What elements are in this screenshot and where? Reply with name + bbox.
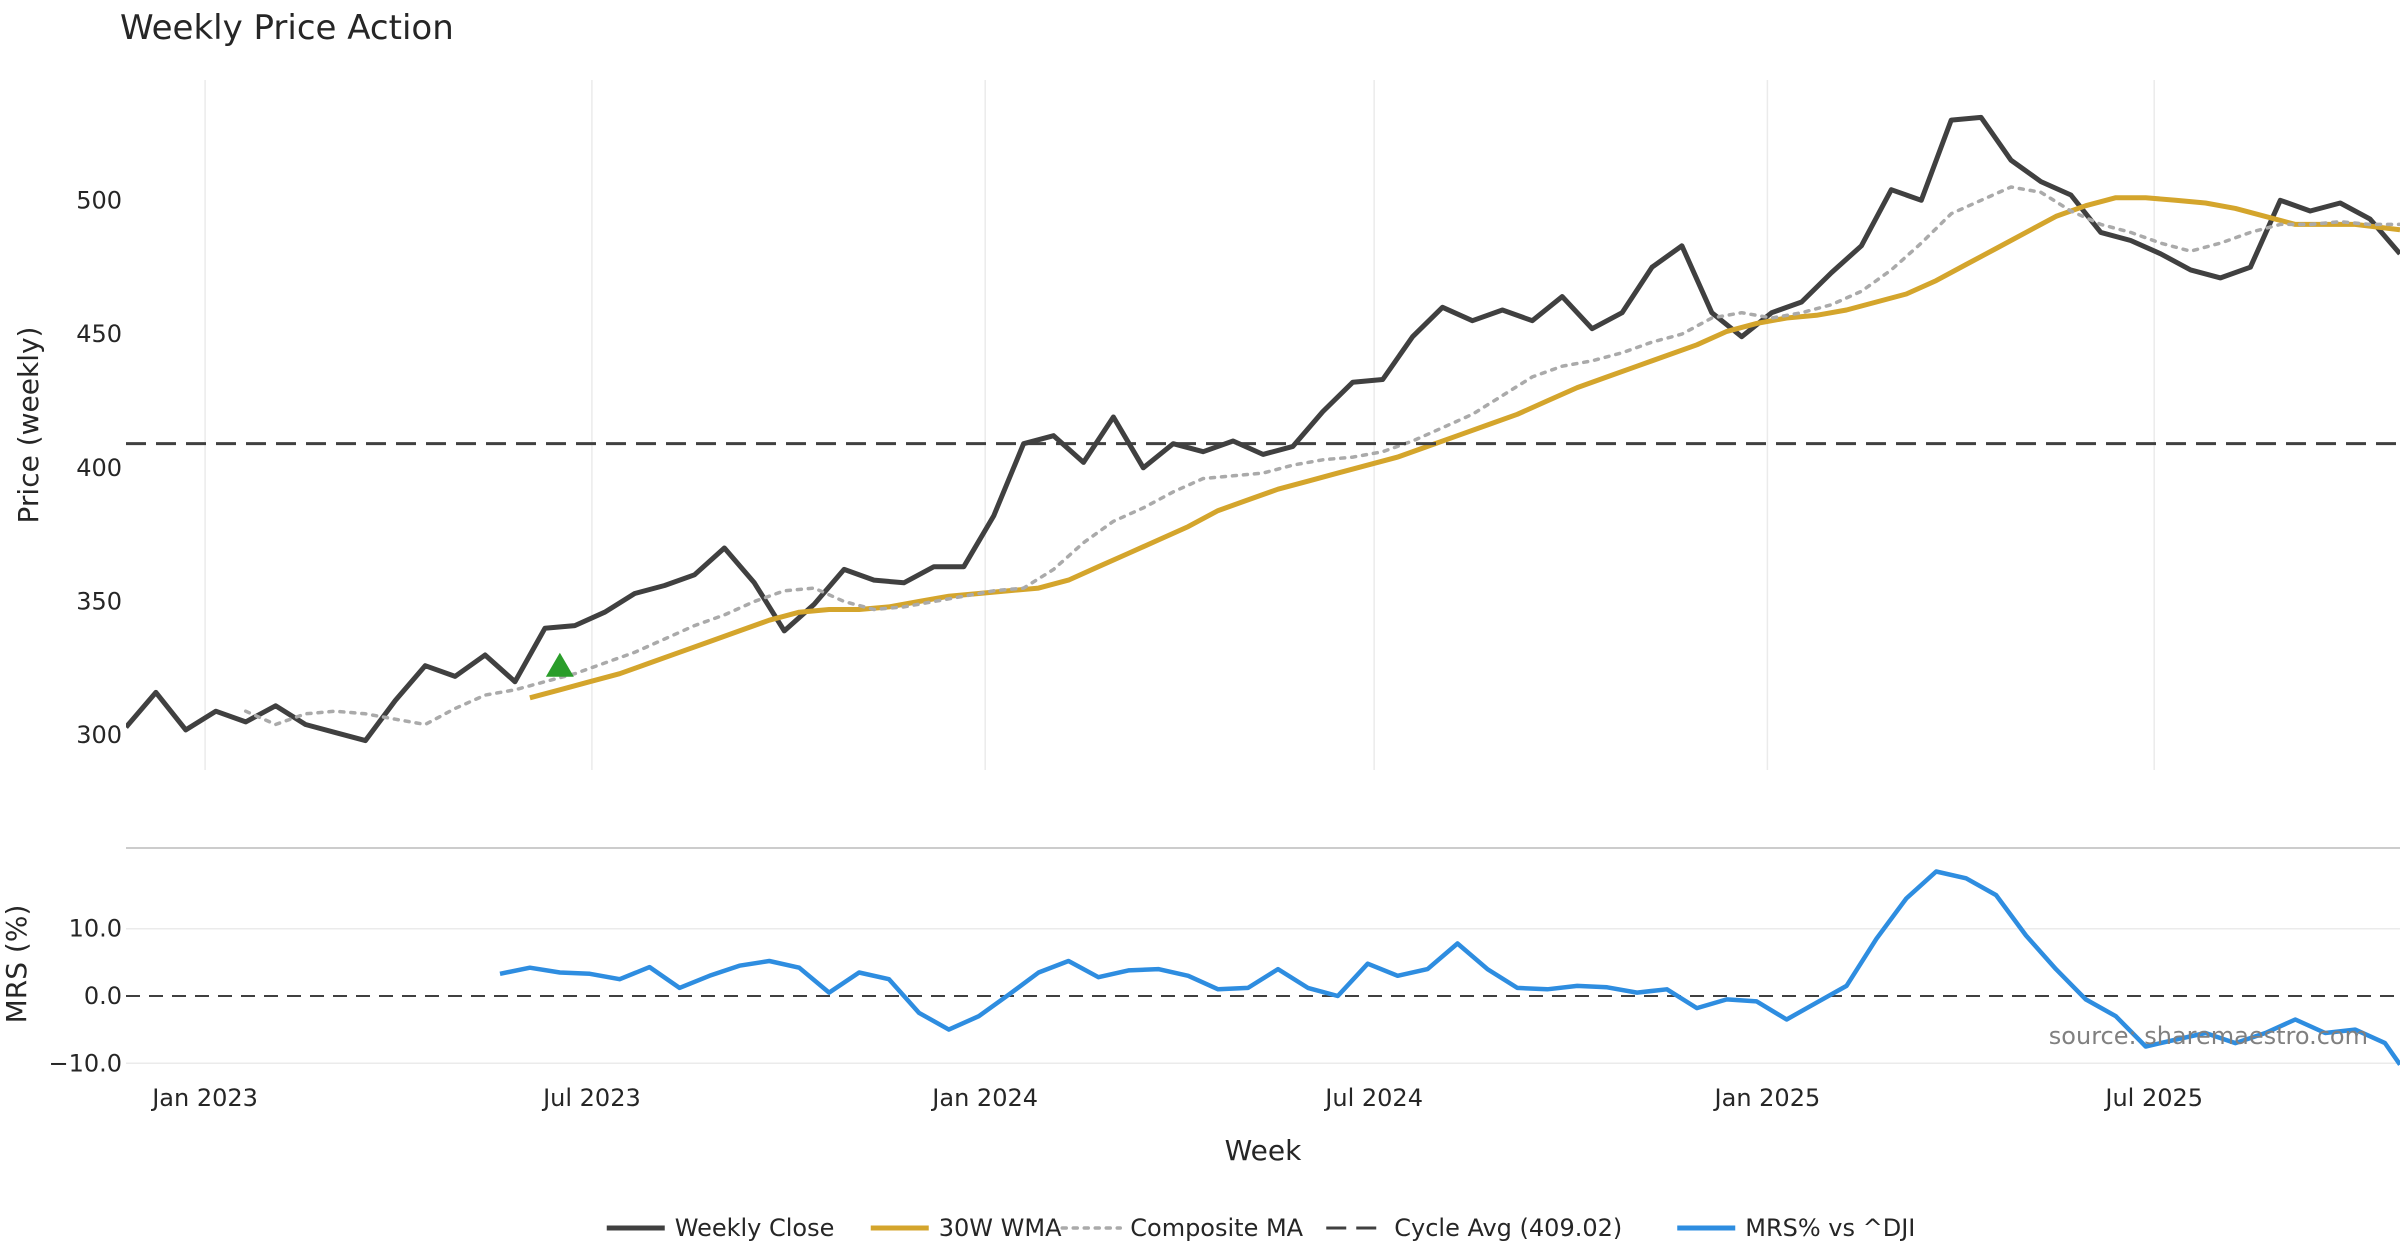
legend-item-weekly-close: Weekly Close [606, 1214, 835, 1242]
x-tick-label: Jul 2024 [1323, 1084, 1423, 1112]
legend-item-composite-ma: Composite MA [1060, 1214, 1304, 1242]
price-y-ticks: 300 350 400 450 500 [76, 186, 122, 749]
series-weekly-close-line [126, 114, 2400, 744]
x-tick-label: Jan 2023 [150, 1084, 258, 1112]
chart-title: Weekly Price Action [120, 8, 454, 48]
mrs-y-axis-label: MRS (%) [0, 905, 33, 1024]
price-y-tick-label: 300 [76, 721, 122, 749]
x-tick-label: Jan 2024 [930, 1084, 1038, 1112]
source-watermark: source: sharemaestro.com [2049, 1022, 2368, 1050]
price-y-tick-label: 450 [76, 320, 122, 348]
mrs-y-tick-label: −10.0 [48, 1049, 122, 1077]
price-series [126, 114, 2400, 744]
mrs-y-ticks: 10.0 0.0 −10.0 [48, 915, 122, 1078]
legend-label: MRS% vs ^DJI [1745, 1214, 1915, 1242]
legend-item-30w-wma: 30W WMA [870, 1214, 1062, 1242]
mrs-y-tick-label: 0.0 [84, 982, 122, 1010]
x-axis-ticks: Jan 2023 Jul 2023 Jan 2024 Jul 2024 Jan 2025… [150, 1084, 2203, 1112]
legend-item-mrs-vs-dji: MRS% vs ^DJI [1677, 1214, 1915, 1242]
mrs-series [499, 869, 2400, 1066]
x-tick-label: Jul 2025 [2103, 1084, 2203, 1112]
legend-label: 30W WMA [939, 1214, 1062, 1242]
series-30w-wma-line [529, 195, 2400, 701]
legend: Weekly Close 30W WMA Composite MA Cycle Avg… [606, 1214, 1915, 1242]
price-y-axis-label: Price (weekly) [12, 327, 45, 524]
legend-label: Composite MA [1130, 1214, 1303, 1242]
series-composite-ma-line [243, 185, 2400, 727]
mrs-y-tick-label: 10.0 [69, 915, 122, 943]
legend-label: Cycle Avg (409.02) [1394, 1214, 1622, 1242]
x-tick-label: Jul 2023 [541, 1084, 641, 1112]
price-gridlines [204, 80, 2155, 770]
legend-item-cycle-avg-409-02: Cycle Avg (409.02) [1326, 1214, 1622, 1242]
x-axis-label: Week [1225, 1134, 1302, 1167]
price-y-tick-label: 350 [76, 588, 122, 616]
price-y-tick-label: 500 [76, 186, 122, 214]
price-y-tick-label: 400 [76, 454, 122, 482]
legend-label: Weekly Close [675, 1214, 835, 1242]
series-mrs-vs-dji-line [499, 869, 2400, 1066]
signal-marker [545, 652, 574, 677]
x-tick-label: Jan 2025 [1713, 1084, 1821, 1112]
